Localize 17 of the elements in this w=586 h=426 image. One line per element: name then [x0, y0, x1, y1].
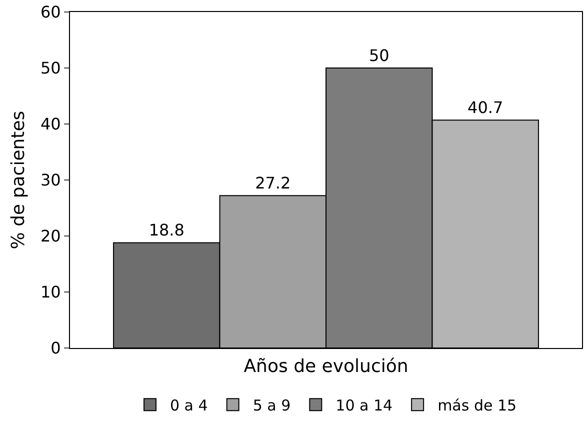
y-tick-label: 0	[50, 338, 61, 358]
data-label: 40.7	[468, 98, 504, 118]
y-axis-title: % de pacientes	[8, 110, 29, 250]
legend-label: 10 a 14	[336, 396, 393, 414]
y-tick-label: 20	[40, 226, 61, 246]
legend-label: más de 15	[438, 396, 517, 414]
data-label: 50	[368, 46, 390, 65]
legend-label: 5 a 9	[252, 396, 291, 414]
y-tick-label: 50	[40, 58, 61, 78]
legend-label: 0 a 4	[170, 396, 208, 414]
y-tick-label: 60	[40, 2, 61, 22]
x-axis-title: Años de evolución	[244, 356, 408, 378]
data-label: 27.2	[255, 174, 291, 193]
y-tick-label: 40	[40, 114, 61, 134]
y-tick-label: 30	[40, 170, 61, 190]
data-label: 18.8	[148, 220, 184, 240]
y-tick-label: 10	[40, 282, 61, 302]
